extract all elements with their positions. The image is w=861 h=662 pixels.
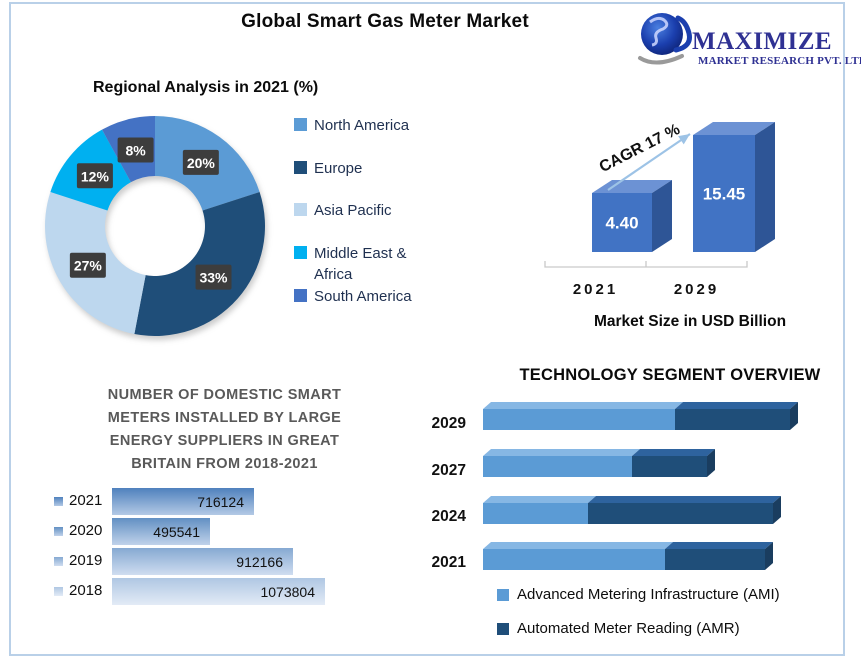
growth-arrow <box>678 134 690 145</box>
category-label: 2024 <box>431 508 466 525</box>
legend-marker <box>497 588 509 601</box>
table-row: 2020 495541 <box>48 517 388 546</box>
legend-marker <box>497 622 509 635</box>
legend-item-label: South America <box>314 288 412 305</box>
market-size-caption: Market Size in USD Billion <box>593 313 787 330</box>
bar-value-label: 1073804 <box>260 583 315 600</box>
legend-marker <box>54 557 63 566</box>
tech-chart-title: TECHNOLOGY SEGMENT OVERVIEW <box>519 366 821 384</box>
donut-data-label-box <box>117 137 154 163</box>
donut-data-label: 20% <box>187 155 216 171</box>
category-label: 2027 <box>431 462 466 479</box>
bar: 1073804 <box>112 578 325 605</box>
legend-marker <box>54 527 63 536</box>
bar: 716124 <box>112 488 254 515</box>
regional-chart-title: Regional Analysis in 2021 (%) <box>93 79 319 96</box>
bar-segment-ami <box>483 503 588 524</box>
donut-data-label-box <box>76 163 113 189</box>
table-row: 2019 912166 <box>48 547 388 576</box>
gb-chart-title: NUMBER OF DOMESTIC SMART METERS INSTALLE… <box>107 387 342 472</box>
legend-item-label: Automated Meter Reading (AMR) <box>517 620 740 637</box>
donut-slice <box>134 192 265 336</box>
legend-item-label: Advanced Metering Infrastructure (AMI) <box>517 586 780 603</box>
legend-item: Automated Meter Reading (AMR) <box>497 620 780 637</box>
legend-item: Europe <box>294 158 362 179</box>
table-row: 2021 716124 <box>48 487 388 516</box>
gb-chart: 2021 716124 2020 495541 2019 912166 2018 107380… <box>48 487 388 609</box>
page-title: Global Smart Gas Meter Market <box>241 11 529 32</box>
logo-wordmark: MAXIMIZE <box>692 28 833 55</box>
category-label: 2029 <box>431 415 466 432</box>
category-label: 2018 <box>69 582 103 599</box>
tech-chart-legend: Advanced Metering Infrastructure (AMI) Au… <box>497 586 780 654</box>
column-value-label: 15.45 <box>703 185 746 204</box>
legend-marker <box>294 289 307 302</box>
stacked-bar <box>483 496 781 524</box>
table-row: 2018 1073804 <box>48 577 388 606</box>
logo-subtitle: MARKET RESEARCH PVT. LTD. <box>698 55 861 67</box>
bar-segment-amr <box>665 549 765 570</box>
bar-segment-ami <box>483 549 665 570</box>
brand-logo: MAXIMIZE MARKET RESEARCH PVT. LTD. <box>636 6 861 72</box>
legend-item: Asia Pacific <box>294 200 392 221</box>
regional-donut-chart: 20% 33% 27% 12% 8% <box>44 116 265 336</box>
legend-marker <box>294 246 307 259</box>
category-label: 2019 <box>69 552 103 569</box>
legend-marker <box>294 118 307 131</box>
donut-data-label: 12% <box>81 168 110 184</box>
globe-icon <box>638 13 692 65</box>
column-value-label: 4.40 <box>605 214 638 233</box>
bar: 912166 <box>112 548 293 575</box>
column-bar: 15.45 <box>693 122 775 252</box>
legend-item: Advanced Metering Infrastructure (AMI) <box>497 586 780 603</box>
donut-data-label-box <box>69 252 106 278</box>
bar-segment-amr <box>675 409 790 430</box>
bar-value-label: 912166 <box>236 553 283 570</box>
legend-item-label: Middle East & Africa <box>314 245 407 283</box>
donut-data-label: 33% <box>199 270 228 286</box>
legend-item: Middle East & Africa <box>294 243 407 285</box>
donut-data-label: 8% <box>125 142 146 158</box>
legend-item-label: North America <box>314 117 410 134</box>
axis-category-label: 2029 <box>673 281 720 298</box>
stacked-bar <box>483 449 715 477</box>
donut-data-label: 27% <box>74 258 103 274</box>
bar-segment-ami <box>483 456 632 477</box>
market-size-chart: 4.40 15.45 <box>544 122 775 268</box>
category-label: 2021 <box>431 554 466 571</box>
bar-segment-amr <box>588 503 773 524</box>
legend-marker <box>294 161 307 174</box>
donut-data-label-box <box>182 149 219 175</box>
axis-category-label: 2021 <box>572 281 619 298</box>
legend-item-label: Asia Pacific <box>314 202 392 219</box>
legend-marker <box>294 203 307 216</box>
column-bar: 4.40 <box>592 180 672 252</box>
bar-segment-amr <box>632 456 707 477</box>
bar: 495541 <box>112 518 210 545</box>
stacked-bar <box>483 402 798 430</box>
legend-marker <box>54 587 63 596</box>
stacked-bar <box>483 542 773 570</box>
legend-item: South America <box>294 286 412 307</box>
category-label: 2020 <box>69 522 103 539</box>
tech-chart <box>483 402 798 570</box>
bar-segment-ami <box>483 409 675 430</box>
legend-item: North America <box>294 115 409 136</box>
legend-item-label: Europe <box>314 160 363 177</box>
category-label: 2021 <box>69 492 103 509</box>
legend-marker <box>54 497 63 506</box>
bar-value-label: 495541 <box>153 523 200 540</box>
bar-value-label: 716124 <box>197 493 244 510</box>
donut-data-label-box <box>195 264 232 290</box>
